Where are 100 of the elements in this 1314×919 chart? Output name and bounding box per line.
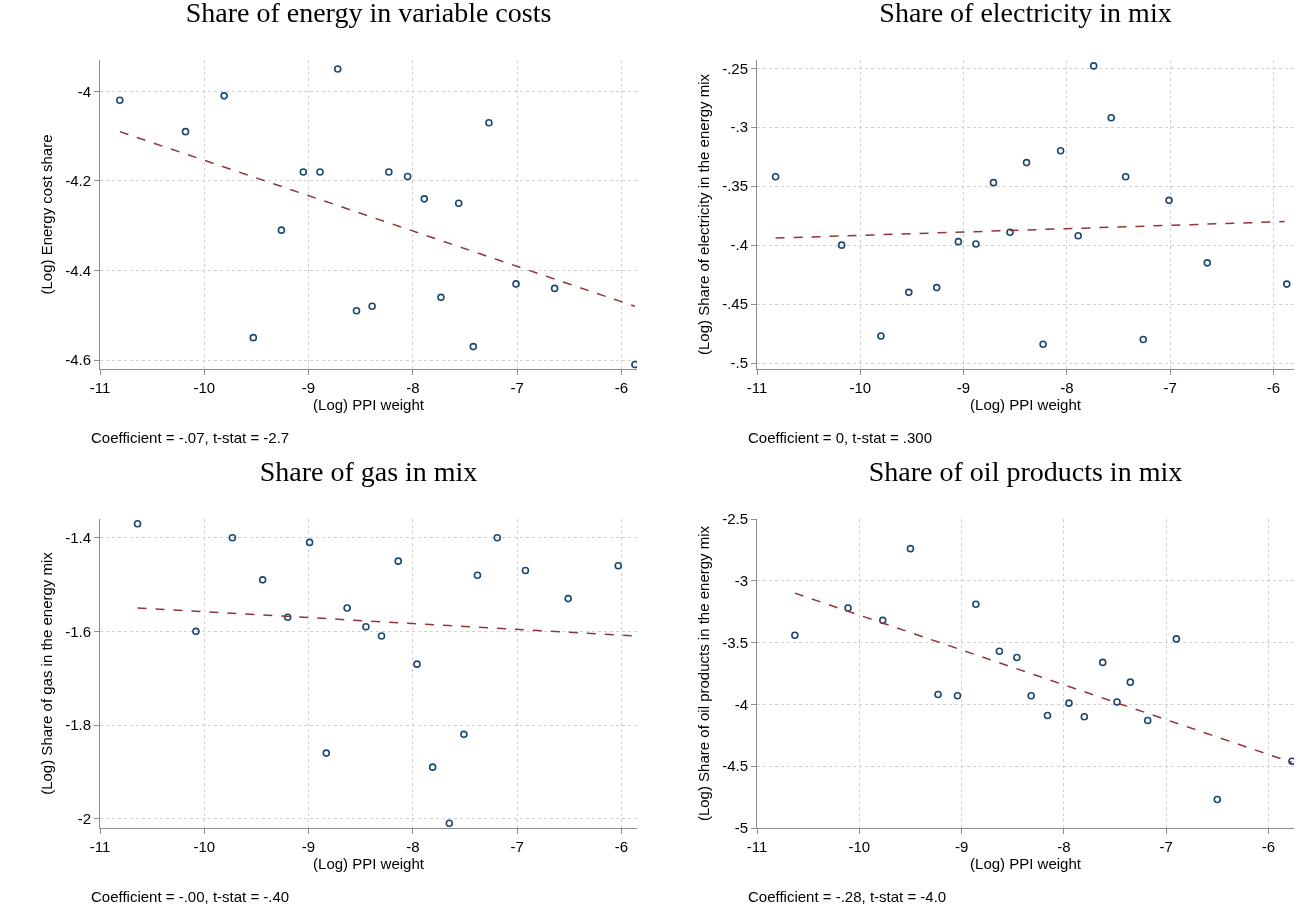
y-tick-label: -.25 xyxy=(722,59,748,77)
point xyxy=(220,92,228,100)
point xyxy=(1165,196,1173,205)
x-tick-label: -6 xyxy=(614,838,629,855)
point xyxy=(995,647,1004,656)
point xyxy=(879,616,887,625)
point xyxy=(493,533,502,542)
x-axis-title: (Log) PPI weight xyxy=(313,855,425,872)
point xyxy=(1043,711,1052,720)
point xyxy=(277,226,286,234)
point xyxy=(133,519,142,528)
y-tick-label: -3.5 xyxy=(722,633,748,651)
y-axis-title: (Log) Share of gas in the energy mix xyxy=(38,551,56,795)
point xyxy=(1080,712,1089,721)
point xyxy=(283,613,292,622)
point xyxy=(1039,340,1047,349)
y-tick-label: -4 xyxy=(77,82,91,100)
point xyxy=(614,562,623,570)
point xyxy=(512,280,520,288)
point xyxy=(989,178,998,187)
y-tick-label: -4.2 xyxy=(65,172,91,190)
text: Coefficient = -.07, t-stat = -2.7 xyxy=(91,429,290,446)
point xyxy=(362,622,370,631)
point xyxy=(1013,653,1021,662)
point xyxy=(1098,658,1107,667)
point xyxy=(192,627,200,636)
point xyxy=(1139,335,1148,344)
point xyxy=(953,691,962,700)
x-tick-label: -11 xyxy=(89,379,111,396)
y-tick-label: -4 xyxy=(734,695,748,713)
y-tick-label: -4.4 xyxy=(65,261,91,279)
point xyxy=(469,342,478,351)
point xyxy=(521,566,530,575)
point xyxy=(322,749,331,757)
x-tick-label: -8 xyxy=(1057,838,1071,855)
x-tick-label: -7 xyxy=(510,838,524,855)
x-tick-label: -11 xyxy=(746,838,768,855)
x-tick-label: -7 xyxy=(1159,838,1173,855)
point xyxy=(228,533,237,542)
point xyxy=(954,237,963,246)
point xyxy=(972,240,980,248)
point xyxy=(1126,678,1135,686)
point xyxy=(116,96,124,105)
y-tick-label: -.35 xyxy=(722,177,748,195)
point xyxy=(844,604,852,612)
y-tick-label: -.45 xyxy=(722,295,748,313)
point xyxy=(1089,62,1098,70)
point xyxy=(413,660,421,668)
point xyxy=(445,819,454,828)
point xyxy=(905,288,913,297)
y-tick-label: -.5 xyxy=(730,354,748,372)
x-tick-label: -8 xyxy=(406,838,420,855)
chart-title: Share of electricity in mix xyxy=(879,0,1172,28)
y-tick-label: -2.5 xyxy=(722,510,748,528)
point xyxy=(305,538,314,547)
x-tick-label: -6 xyxy=(1261,838,1276,855)
text: Coefficient = -.28, t-stat = -4.0 xyxy=(748,888,947,905)
point xyxy=(1074,231,1082,240)
x-tick-label: -10 xyxy=(193,379,216,396)
point xyxy=(368,302,376,311)
point xyxy=(1107,113,1116,122)
point xyxy=(485,118,493,127)
point xyxy=(837,241,846,249)
point xyxy=(258,576,267,584)
y-tick-label: -3 xyxy=(734,572,748,590)
point xyxy=(343,604,351,612)
point xyxy=(385,168,393,176)
point xyxy=(352,306,361,315)
point xyxy=(1282,280,1291,288)
point xyxy=(428,763,437,771)
x-tick-label: -6 xyxy=(1266,379,1281,396)
y-tick-label: -.4 xyxy=(730,236,748,254)
point xyxy=(932,283,941,292)
text: Coefficient = -.00, t-stat = -.40 xyxy=(91,888,290,905)
y-tick-label: -.3 xyxy=(730,118,748,136)
y-tick-label: -1.8 xyxy=(65,716,91,734)
x-tick-label: -10 xyxy=(848,838,871,855)
point xyxy=(550,284,559,293)
point xyxy=(181,127,190,136)
chart-title: Share of oil products in mix xyxy=(868,455,1183,487)
x-tick-label: -11 xyxy=(89,838,111,855)
x-tick-label: -9 xyxy=(954,838,969,855)
x-axis-title: (Log) PPI weight xyxy=(970,855,1082,872)
point xyxy=(1113,698,1121,706)
x-tick-label: -8 xyxy=(1060,379,1074,396)
y-tick-label: -4.6 xyxy=(65,351,91,369)
point xyxy=(791,631,799,639)
x-tick-label: -7 xyxy=(1163,379,1177,396)
y-tick-label: -5 xyxy=(734,819,748,837)
x-tick-label: -10 xyxy=(193,838,216,855)
point xyxy=(564,594,572,603)
point xyxy=(1143,716,1152,725)
point xyxy=(403,172,412,181)
point xyxy=(1172,635,1181,643)
point xyxy=(249,333,258,342)
point xyxy=(460,730,468,739)
x-axis-title: (Log) PPI weight xyxy=(970,396,1082,413)
point xyxy=(1213,795,1222,804)
chart-title: Share of gas in mix xyxy=(259,455,478,487)
point xyxy=(972,600,980,609)
